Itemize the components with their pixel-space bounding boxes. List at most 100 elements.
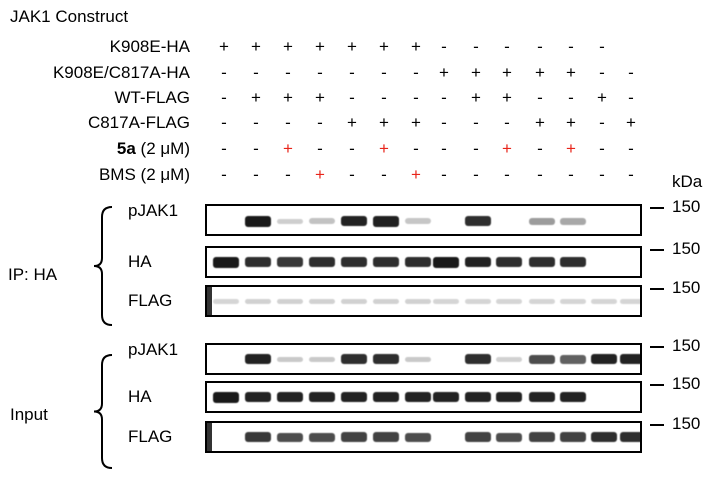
band bbox=[309, 257, 335, 267]
marker-tick bbox=[650, 384, 664, 386]
marker-label: 150 bbox=[672, 374, 701, 393]
band bbox=[529, 355, 555, 364]
minus-sign: - bbox=[628, 165, 634, 184]
row-label-text: C817A-FLAG bbox=[87, 113, 190, 132]
minus-sign: - bbox=[441, 113, 447, 132]
band bbox=[433, 299, 459, 304]
minus-sign: - bbox=[413, 139, 419, 158]
minus-sign: - bbox=[473, 37, 479, 56]
minus-sign: - bbox=[599, 113, 605, 132]
minus-sign: - bbox=[537, 88, 543, 107]
plus-sign: + bbox=[251, 88, 261, 107]
band bbox=[465, 392, 491, 402]
treatment-row-label: 5a (2 μM) bbox=[0, 140, 190, 157]
minus-sign: - bbox=[441, 139, 447, 158]
band bbox=[309, 357, 335, 362]
minus-sign: - bbox=[381, 88, 387, 107]
band bbox=[405, 257, 431, 267]
band bbox=[405, 392, 431, 402]
band bbox=[433, 257, 459, 268]
minus-sign: - bbox=[628, 139, 634, 158]
plus-sign: + bbox=[219, 37, 229, 56]
band bbox=[529, 392, 555, 402]
band bbox=[245, 432, 271, 442]
minus-sign: - bbox=[285, 63, 291, 82]
group-label: IP: HA bbox=[8, 265, 58, 284]
minus-sign: - bbox=[441, 37, 447, 56]
marker-tick bbox=[650, 288, 664, 290]
band bbox=[309, 299, 335, 304]
plus-sign: + bbox=[251, 37, 261, 56]
band bbox=[529, 432, 555, 442]
band bbox=[465, 432, 491, 442]
blot-label: pJAK1 bbox=[128, 340, 179, 359]
plus-sign: + bbox=[411, 37, 421, 56]
band bbox=[560, 257, 586, 267]
blot-pjak1 bbox=[205, 204, 642, 236]
minus-sign: - bbox=[317, 139, 323, 158]
band bbox=[496, 257, 522, 267]
plus-sign: + bbox=[411, 113, 421, 132]
membrane-edge bbox=[207, 423, 212, 451]
band bbox=[309, 392, 335, 402]
minus-sign: - bbox=[473, 165, 479, 184]
minus-sign: - bbox=[473, 113, 479, 132]
marker-label: 150 bbox=[672, 197, 701, 216]
group-label: Input bbox=[10, 405, 48, 424]
minus-sign: - bbox=[381, 165, 387, 184]
blot-ha bbox=[205, 246, 642, 278]
minus-sign: - bbox=[349, 165, 355, 184]
treatment-row-label: K908E/C817A-HA bbox=[0, 64, 190, 81]
band bbox=[373, 354, 399, 364]
band bbox=[213, 257, 239, 268]
marker-tick bbox=[650, 424, 664, 426]
band bbox=[529, 257, 555, 267]
minus-sign: - bbox=[628, 63, 634, 82]
plus-sign: + bbox=[315, 88, 325, 107]
band bbox=[620, 299, 640, 304]
plus-sign: + bbox=[315, 165, 325, 184]
minus-sign: - bbox=[537, 37, 543, 56]
plus-sign: + bbox=[411, 165, 421, 184]
row-label-text: K908E-HA bbox=[109, 37, 190, 56]
minus-sign: - bbox=[253, 139, 259, 158]
minus-sign: - bbox=[568, 37, 574, 56]
plus-sign: + bbox=[597, 88, 607, 107]
band bbox=[405, 357, 431, 362]
marker-label: 150 bbox=[672, 239, 701, 258]
band bbox=[277, 392, 303, 402]
blot-ha bbox=[205, 381, 642, 413]
plus-sign: + bbox=[439, 63, 449, 82]
plus-sign: + bbox=[283, 139, 293, 158]
band bbox=[245, 392, 271, 402]
blot-label: FLAG bbox=[128, 427, 173, 446]
plus-sign: + bbox=[502, 139, 512, 158]
minus-sign: - bbox=[413, 63, 419, 82]
band bbox=[245, 354, 271, 364]
band bbox=[245, 257, 271, 267]
minus-sign: - bbox=[349, 139, 355, 158]
plus-sign: + bbox=[471, 88, 481, 107]
band bbox=[373, 257, 399, 267]
band bbox=[529, 218, 555, 225]
minus-sign: - bbox=[349, 88, 355, 107]
minus-sign: - bbox=[413, 88, 419, 107]
band bbox=[309, 433, 335, 442]
blot-label: pJAK1 bbox=[128, 201, 179, 220]
plus-sign: + bbox=[566, 63, 576, 82]
band bbox=[277, 219, 303, 224]
band bbox=[529, 299, 555, 304]
band bbox=[373, 299, 399, 304]
minus-sign: - bbox=[504, 37, 510, 56]
minus-sign: - bbox=[441, 165, 447, 184]
minus-sign: - bbox=[599, 63, 605, 82]
minus-sign: - bbox=[253, 165, 259, 184]
plus-sign: + bbox=[566, 139, 576, 158]
band bbox=[373, 216, 399, 227]
construct-header: JAK1 Construct bbox=[10, 7, 129, 26]
band bbox=[277, 257, 303, 267]
plus-sign: + bbox=[283, 37, 293, 56]
minus-sign: - bbox=[221, 88, 227, 107]
band bbox=[560, 218, 586, 225]
band bbox=[560, 299, 586, 304]
